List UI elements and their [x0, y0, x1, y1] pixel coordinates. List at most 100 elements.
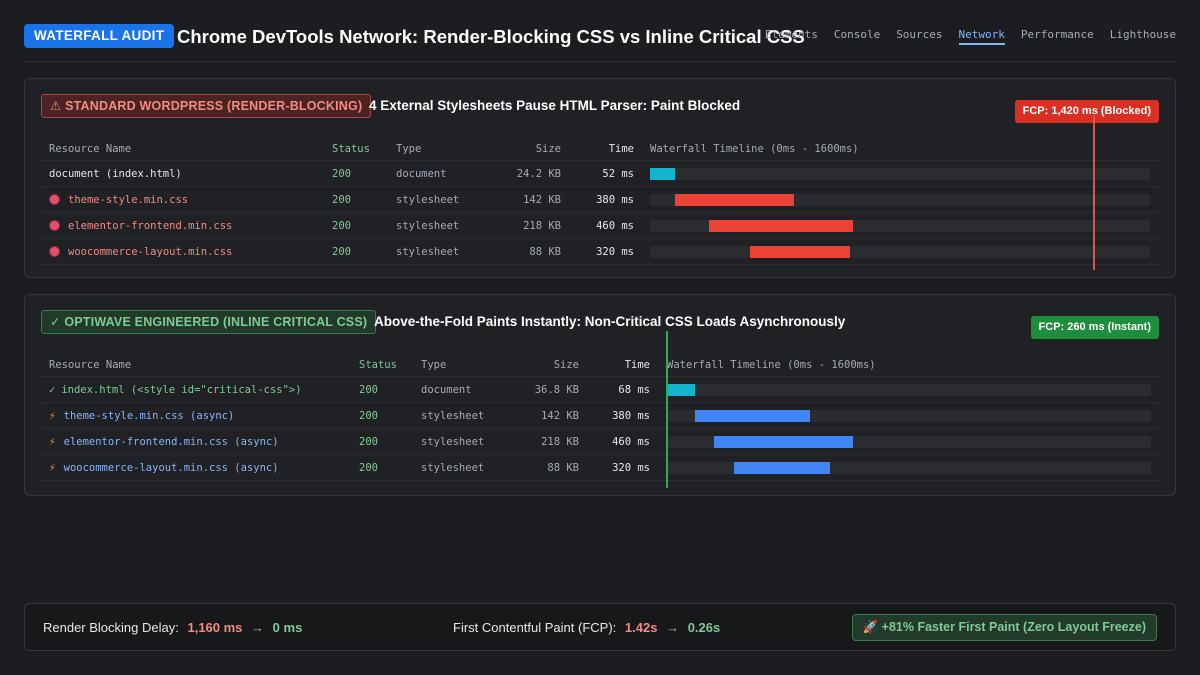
render-delay-metric: Render Blocking Delay: 1,160 ms → 0 ms	[43, 604, 302, 652]
table-row[interactable]: theme-style.min.css 200 stylesheet 142 KB 38…	[41, 187, 1159, 213]
resource-name-cell[interactable]: theme-style.min.css	[49, 187, 188, 213]
type-cell: document	[396, 168, 447, 180]
type-cell: document	[421, 384, 472, 396]
tab-elements[interactable]: Elements	[764, 28, 818, 41]
size-cell: 36.8 KB	[534, 384, 579, 396]
check-icon: ✓	[49, 384, 56, 396]
resource-name: woocommerce-layout.min.css (async)	[63, 462, 279, 474]
waterfall-bar	[650, 168, 675, 180]
size-cell: 24.2 KB	[516, 168, 561, 180]
col-waterfall-header[interactable]: Waterfall Timeline (0ms - 1600ms)	[667, 359, 876, 371]
render-blocking-dot-icon	[49, 194, 60, 205]
tab-console[interactable]: Console	[833, 28, 881, 41]
tab-performance[interactable]: Performance	[1020, 28, 1094, 41]
render-blocking-subtitle: 4 External Stylesheets Pause HTML Parser…	[369, 98, 741, 113]
col-name-header[interactable]: Resource Name	[49, 143, 132, 155]
table-row[interactable]: elementor-frontend.min.css 200 stylesheet 2…	[41, 213, 1159, 239]
waterfall-bar	[709, 220, 854, 232]
render-blocking-dot-icon	[49, 246, 60, 257]
time-cell: 320 ms	[596, 246, 634, 258]
table-row[interactable]: ⚡ theme-style.min.css (async) 200 styleshee…	[41, 403, 1159, 429]
col-waterfall-header[interactable]: Waterfall Timeline (0ms - 1600ms)	[650, 143, 859, 155]
tab-lighthouse[interactable]: Lighthouse	[1109, 28, 1176, 41]
table-row[interactable]: document (index.html) 200 document 24.2 KB 5…	[41, 161, 1159, 187]
resource-name: woocommerce-layout.min.css	[68, 246, 233, 258]
status-cell: 200	[332, 168, 351, 180]
waterfall-bar	[750, 246, 850, 258]
type-cell: stylesheet	[396, 246, 460, 258]
type-cell: stylesheet	[421, 410, 485, 422]
fcp-before: 1.42s	[624, 620, 658, 635]
waterfall-audit-badge: WATERFALL AUDIT	[24, 24, 175, 48]
col-name-header[interactable]: Resource Name	[49, 359, 132, 371]
waterfall-bar	[733, 462, 831, 474]
arrow-icon: →	[251, 620, 265, 635]
size-cell: 142 KB	[523, 194, 561, 206]
waterfall-track	[667, 384, 1151, 396]
page-title: Chrome DevTools Network: Render-Blocking…	[177, 26, 805, 47]
time-cell: 380 ms	[596, 194, 634, 206]
render-blocking-panel: ⚠ STANDARD WORDPRESS (RENDER-BLOCKING) 4…	[24, 78, 1176, 278]
waterfall-track	[650, 246, 1150, 258]
table-header-row: Resource Name Status Type Size Time Waterfall…	[41, 137, 1159, 161]
status-cell: 200	[332, 220, 351, 232]
render-blocking-dot-icon	[49, 220, 60, 231]
table-row[interactable]: ⚡ woocommerce-layout.min.css (async) 200 st…	[41, 455, 1159, 481]
waterfall-bar	[713, 436, 854, 448]
inline-critical-label: ✓ OPTIWAVE ENGINEERED (INLINE CRITICAL C…	[41, 310, 377, 334]
status-cell: 200	[332, 194, 351, 206]
time-cell: 52 ms	[602, 168, 634, 180]
size-cell: 218 KB	[523, 220, 561, 232]
fcp-after: 0.26s	[687, 620, 721, 635]
table-row[interactable]: ⚡ elementor-frontend.min.css (async) 200 st…	[41, 429, 1159, 455]
tab-network[interactable]: Network	[958, 28, 1005, 45]
status-cell: 200	[359, 410, 378, 422]
status-cell: 200	[332, 246, 351, 258]
table-row[interactable]: ✓ index.html (<style id="critical-css">) 2…	[41, 377, 1159, 403]
table-row[interactable]: woocommerce-layout.min.css 200 stylesheet 8…	[41, 239, 1159, 265]
col-type-header[interactable]: Type	[396, 143, 422, 155]
waterfall-track	[667, 410, 1151, 422]
time-cell: 460 ms	[596, 220, 634, 232]
lightning-bolt-icon: ⚡	[49, 409, 56, 422]
tab-sources[interactable]: Sources	[896, 28, 943, 41]
network-table: Resource Name Status Type Size Time Waterfall…	[41, 137, 1159, 265]
resource-name-cell[interactable]: document (index.html)	[49, 161, 182, 187]
resource-name: theme-style.min.css (async)	[63, 410, 235, 422]
col-time-header[interactable]: Time	[608, 143, 634, 155]
type-cell: stylesheet	[421, 436, 485, 448]
render-delay-after: 0 ms	[272, 620, 303, 635]
size-cell: 88 KB	[529, 246, 561, 258]
fcp-metric: First Contentful Paint (FCP): 1.42s → 0.…	[453, 604, 720, 652]
render-delay-label: Render Blocking Delay:	[43, 620, 179, 635]
col-time-header[interactable]: Time	[624, 359, 650, 371]
col-status-header[interactable]: Status	[332, 143, 370, 155]
col-type-header[interactable]: Type	[421, 359, 447, 371]
resource-name-cell[interactable]: ⚡ elementor-frontend.min.css (async)	[49, 429, 279, 455]
header-bar: WATERFALL AUDIT Chrome DevTools Network:…	[24, 24, 1176, 62]
time-cell: 380 ms	[612, 410, 650, 422]
type-cell: stylesheet	[421, 462, 485, 474]
col-size-header[interactable]: Size	[535, 143, 561, 155]
resource-name: elementor-frontend.min.css (async)	[63, 436, 279, 448]
resource-name: theme-style.min.css	[68, 194, 189, 206]
fcp-blocked-badge: FCP: 1,420 ms (Blocked)	[1014, 100, 1159, 123]
waterfall-bar	[667, 384, 695, 396]
col-size-header[interactable]: Size	[553, 359, 579, 371]
resource-name: elementor-frontend.min.css	[68, 220, 233, 232]
waterfall-track	[650, 220, 1150, 232]
resource-name-cell[interactable]: ⚡ woocommerce-layout.min.css (async)	[49, 455, 279, 481]
arrow-icon: →	[666, 620, 680, 635]
status-cell: 200	[359, 436, 378, 448]
resource-name-cell[interactable]: woocommerce-layout.min.css	[49, 239, 232, 265]
lightning-bolt-icon: ⚡	[49, 461, 56, 474]
fcp-metric-label: First Contentful Paint (FCP):	[453, 620, 617, 635]
type-cell: stylesheet	[396, 220, 460, 232]
col-status-header[interactable]: Status	[359, 359, 397, 371]
resource-name-cell[interactable]: ⚡ theme-style.min.css (async)	[49, 403, 234, 429]
size-cell: 142 KB	[541, 410, 579, 422]
size-cell: 88 KB	[547, 462, 579, 474]
waterfall-track	[667, 436, 1151, 448]
resource-name-cell[interactable]: elementor-frontend.min.css	[49, 213, 232, 239]
resource-name-cell[interactable]: ✓ index.html (<style id="critical-css">)	[49, 377, 302, 403]
